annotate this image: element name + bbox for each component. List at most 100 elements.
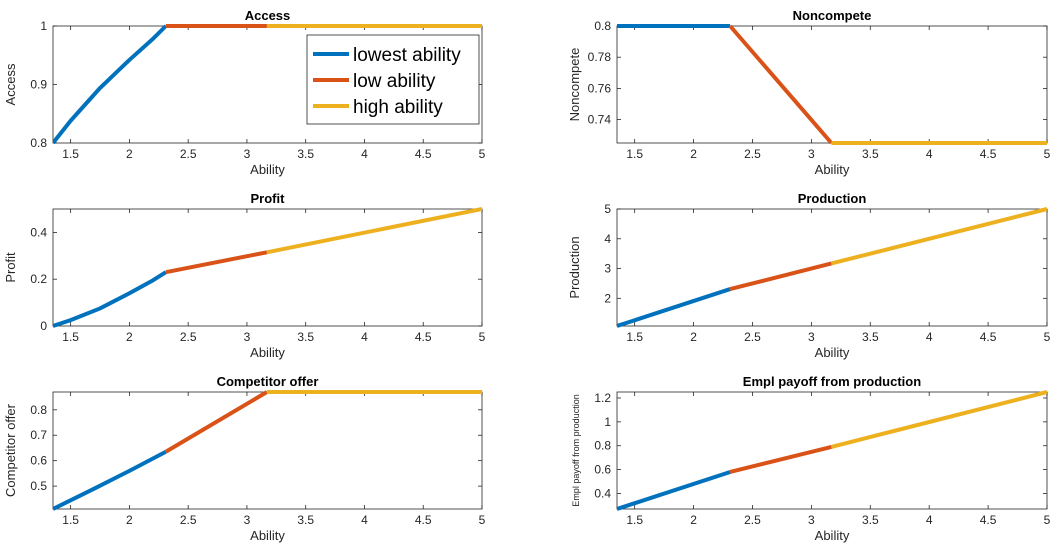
x-tick-label: 1.5 <box>62 330 79 344</box>
x-tick-label: 3 <box>808 330 815 344</box>
x-tick-label: 3 <box>808 147 815 161</box>
x-tick-label: 3.5 <box>862 330 879 344</box>
x-tick-label: 4.5 <box>415 513 432 527</box>
x-tick-label: 2.5 <box>744 330 761 344</box>
series-line-low <box>165 250 268 275</box>
series-line-low <box>729 444 832 474</box>
chart-access: 1.5 2 2.5 3 3.5 4 4.5 5 0.8 0.9 1 Access Ability Acce… <box>3 8 486 177</box>
x-tick-label: 1.5 <box>62 147 79 161</box>
y-tick-label: 0.6 <box>30 454 47 468</box>
x-tick-label: 3 <box>244 147 251 161</box>
x-tick-label: 5 <box>1044 330 1051 344</box>
y-axis-label: Competitor offer <box>3 403 18 497</box>
y-axis-label: Empl payoff from production <box>571 394 581 506</box>
x-tick-label: 2 <box>690 330 697 344</box>
legend-entry: lowest ability <box>353 45 461 66</box>
series-line-high <box>830 390 1047 449</box>
series-line-high <box>830 207 1047 266</box>
x-axis-label: Ability <box>815 345 850 360</box>
x-tick-label: 5 <box>479 147 486 161</box>
chart-empl: 1.5 2 2.5 3 3.5 4 4.5 5 0.4 0.6 0.8 1 1.2 Empl payoff… <box>571 374 1051 543</box>
x-axis-label: Ability <box>250 345 285 360</box>
y-tick-label: 0.2 <box>30 272 47 286</box>
x-tick-label: 3.5 <box>297 513 314 527</box>
y-axis-label: Noncompete <box>567 48 582 122</box>
y-tick-label: 0.8 <box>30 136 47 150</box>
y-tick-label: 1 <box>40 19 47 33</box>
series-line-lowest <box>53 24 168 145</box>
y-tick-label: 0.74 <box>588 113 612 127</box>
chart-noncompete: 1.5 2 2.5 3 3.5 4 4.5 5 0.74 0.76 0.78 0.8 Noncompet… <box>567 8 1051 177</box>
x-tick-label: 5 <box>479 330 486 344</box>
axes-box <box>52 208 483 327</box>
x-tick-label: 4 <box>361 147 368 161</box>
y-axis-label: Production <box>567 236 582 298</box>
x-tick-label: 2 <box>690 147 697 161</box>
chart-production: 1.5 2 2.5 3 3.5 4 4.5 5 2 3 4 5 Production Ability Pro… <box>567 191 1051 360</box>
x-axis-label: Ability <box>250 162 285 177</box>
series-line-high <box>266 207 482 255</box>
chart-title: Access <box>245 8 291 23</box>
y-tick-label: 0.4 <box>594 486 611 500</box>
legend-entry: high ability <box>353 97 443 118</box>
x-tick-label: 1.5 <box>62 513 79 527</box>
y-tick-label: 5 <box>604 202 611 216</box>
y-tick-label: 0.4 <box>30 225 47 239</box>
chart-title: Production <box>798 191 867 206</box>
y-tick-label: 0.76 <box>588 81 612 95</box>
x-tick-label: 2.5 <box>180 330 197 344</box>
x-axis-label: Ability <box>815 162 850 177</box>
x-tick-label: 4.5 <box>415 330 432 344</box>
x-tick-label: 1.5 <box>626 330 643 344</box>
x-tick-label: 3.5 <box>862 147 879 161</box>
x-tick-label: 4 <box>926 513 933 527</box>
legend: lowest ability low ability high ability <box>306 34 480 125</box>
y-tick-label: 0.78 <box>588 50 612 64</box>
y-tick-label: 3 <box>604 262 611 276</box>
y-tick-label: 1 <box>604 415 611 429</box>
chart-title: Profit <box>251 191 286 206</box>
y-tick-label: 0.5 <box>30 479 47 493</box>
y-tick-label: 0.8 <box>30 403 47 417</box>
chart-title: Empl payoff from production <box>743 374 921 389</box>
x-tick-label: 4 <box>361 513 368 527</box>
y-tick-label: 1.2 <box>594 391 611 405</box>
series-line-lowest <box>53 270 167 328</box>
y-tick-label: 0.8 <box>594 439 611 453</box>
series-line-low <box>729 261 832 292</box>
series-line-lowest <box>53 449 167 511</box>
series-line-lowest <box>617 287 731 328</box>
x-tick-label: 3.5 <box>862 513 879 527</box>
chart-competitor: 1.5 2 2.5 3 3.5 4 4.5 5 0.5 0.6 0.7 0.8 Competitor o… <box>3 374 486 543</box>
x-tick-label: 3.5 <box>297 330 314 344</box>
y-tick-label: 0.9 <box>30 78 47 92</box>
x-tick-label: 3.5 <box>297 147 314 161</box>
y-tick-label: 4 <box>604 232 611 246</box>
x-tick-label: 2.5 <box>744 513 761 527</box>
x-tick-label: 2 <box>126 513 133 527</box>
x-tick-label: 4 <box>361 330 368 344</box>
x-tick-label: 2.5 <box>180 513 197 527</box>
series-line-low <box>164 390 268 454</box>
y-tick-label: 2 <box>604 291 611 305</box>
chart-title: Noncompete <box>793 8 872 23</box>
x-axis-label: Ability <box>250 528 285 543</box>
chart-title: Competitor offer <box>217 374 319 389</box>
axes-box <box>52 391 483 510</box>
x-tick-label: 2 <box>126 147 133 161</box>
x-tick-label: 2 <box>690 513 697 527</box>
x-tick-label: 4 <box>926 147 933 161</box>
y-tick-label: 0.7 <box>30 428 47 442</box>
x-tick-label: 3 <box>244 513 251 527</box>
x-tick-label: 5 <box>1044 147 1051 161</box>
x-tick-label: 3 <box>244 330 251 344</box>
x-tick-label: 2.5 <box>744 147 761 161</box>
x-tick-label: 4.5 <box>980 330 997 344</box>
series-line-lowest <box>617 470 731 511</box>
x-axis-label: Ability <box>815 528 850 543</box>
x-tick-label: 3 <box>808 513 815 527</box>
axes-box <box>616 25 1048 144</box>
series-line-low <box>728 24 833 145</box>
x-tick-label: 1.5 <box>626 147 643 161</box>
y-axis-label: Access <box>3 63 18 105</box>
